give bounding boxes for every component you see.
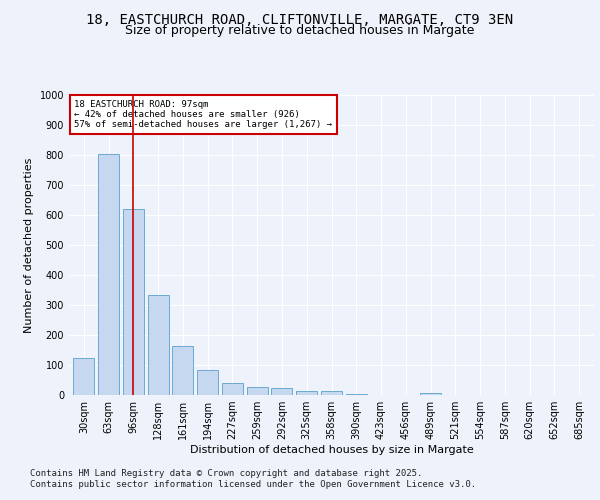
Text: Contains HM Land Registry data © Crown copyright and database right 2025.: Contains HM Land Registry data © Crown c… — [30, 468, 422, 477]
Bar — [420, 392, 441, 395]
Y-axis label: Number of detached properties: Number of detached properties — [24, 158, 34, 332]
Bar — [73, 358, 94, 395]
Text: Size of property relative to detached houses in Margate: Size of property relative to detached ho… — [125, 24, 475, 37]
Bar — [222, 383, 243, 395]
Bar — [98, 154, 119, 395]
Text: 18 EASTCHURCH ROAD: 97sqm
← 42% of detached houses are smaller (926)
57% of semi: 18 EASTCHURCH ROAD: 97sqm ← 42% of detac… — [74, 100, 332, 130]
Bar — [271, 388, 292, 395]
Text: Contains public sector information licensed under the Open Government Licence v3: Contains public sector information licen… — [30, 480, 476, 489]
Bar — [148, 294, 169, 395]
Text: 18, EASTCHURCH ROAD, CLIFTONVILLE, MARGATE, CT9 3EN: 18, EASTCHURCH ROAD, CLIFTONVILLE, MARGA… — [86, 12, 514, 26]
Bar — [172, 346, 193, 395]
Bar — [247, 387, 268, 395]
X-axis label: Distribution of detached houses by size in Margate: Distribution of detached houses by size … — [190, 445, 473, 455]
Bar — [346, 394, 367, 395]
Bar — [123, 209, 144, 395]
Bar — [296, 390, 317, 395]
Bar — [321, 391, 342, 395]
Bar — [197, 370, 218, 395]
